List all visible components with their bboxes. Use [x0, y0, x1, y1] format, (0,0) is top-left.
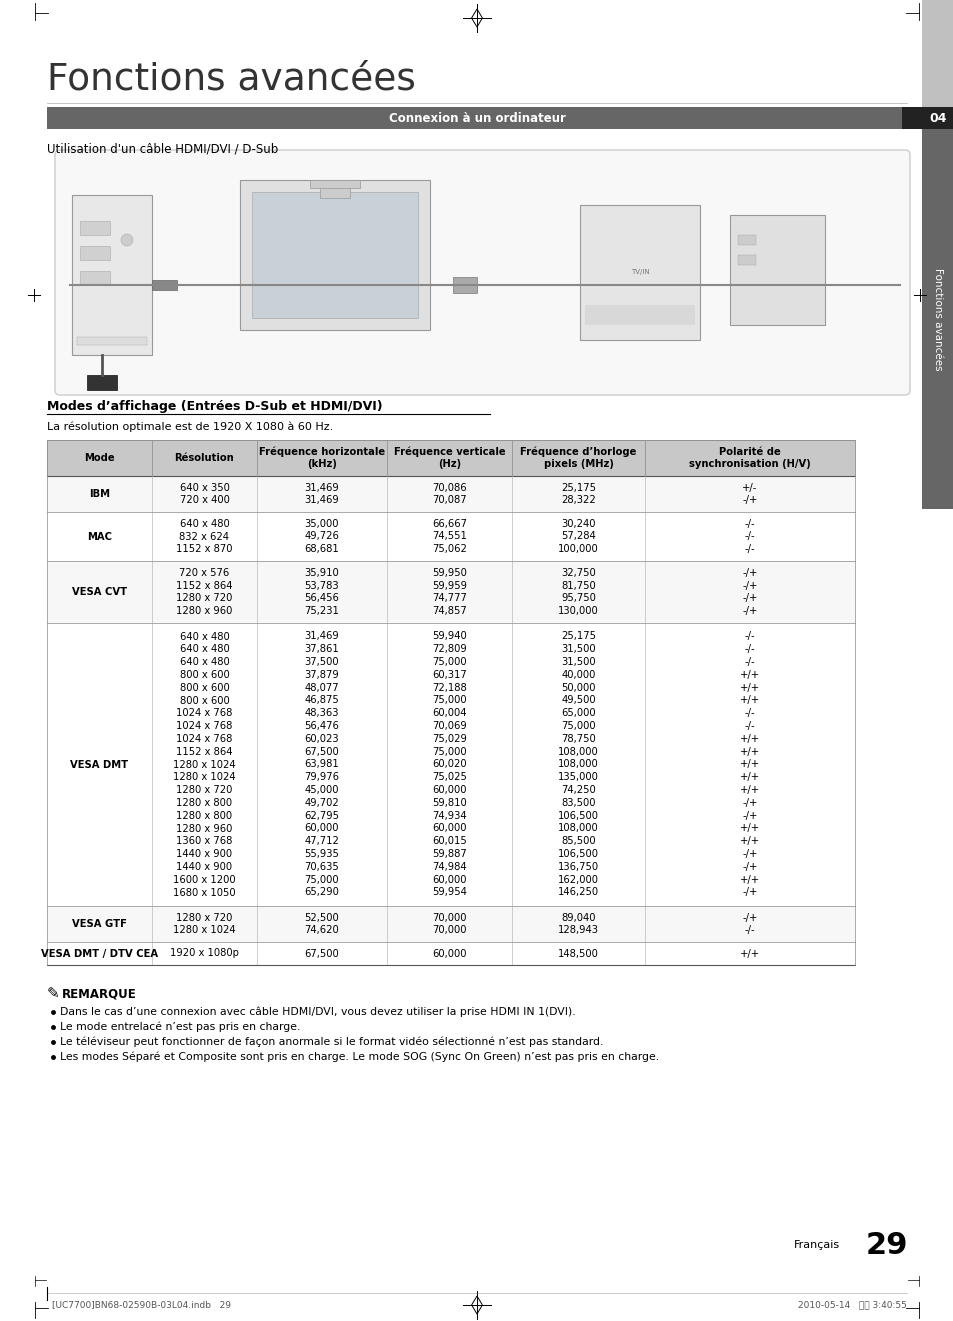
Text: 60,000: 60,000: [432, 948, 466, 959]
Text: Fonctions avancées: Fonctions avancées: [47, 62, 416, 98]
Text: 04: 04: [928, 111, 945, 124]
Text: Fréquence verticale
(Hz): Fréquence verticale (Hz): [394, 446, 505, 469]
Bar: [47, 513, 854, 561]
Bar: [80, 246, 110, 260]
Bar: [152, 280, 177, 291]
Text: 640 x 480
640 x 480
640 x 480
800 x 600
800 x 600
800 x 600
1024 x 768
1024 x 76: 640 x 480 640 x 480 640 x 480 800 x 600 …: [173, 631, 235, 897]
Text: La résolution optimale est de 1920 X 1080 à 60 Hz.: La résolution optimale est de 1920 X 108…: [47, 421, 333, 432]
Bar: [921, 107, 953, 129]
Text: VESA DMT: VESA DMT: [71, 760, 129, 770]
Text: Utilisation d'un câble HDMI/DVI / D-Sub: Utilisation d'un câble HDMI/DVI / D-Sub: [47, 141, 278, 155]
Bar: [453, 277, 476, 293]
Bar: [240, 180, 430, 330]
Bar: [901, 107, 921, 129]
Bar: [47, 440, 854, 476]
Text: 1920 x 1080p: 1920 x 1080p: [170, 948, 238, 959]
Bar: [47, 624, 854, 906]
Text: 25,175
28,322: 25,175 28,322: [560, 482, 596, 506]
Text: 59,950
59,959
74,777
74,857: 59,950 59,959 74,777 74,857: [432, 568, 467, 616]
Text: Fonctions avancées: Fonctions avancées: [932, 268, 942, 370]
Text: 52,500
74,620: 52,500 74,620: [304, 913, 339, 935]
Text: 59,940
72,809
75,000
60,317
72,188
75,000
60,004
70,069
75,029
75,000
60,020
75,: 59,940 72,809 75,000 60,317 72,188 75,00…: [432, 631, 466, 897]
Text: 148,500: 148,500: [558, 948, 598, 959]
Text: 31,469
31,469: 31,469 31,469: [304, 482, 339, 506]
Text: Modes d’affichage (Entrées D-Sub et HDMI/DVI): Modes d’affichage (Entrées D-Sub et HDMI…: [47, 400, 382, 413]
Text: Les modes Séparé et Composite sont pris en charge. Le mode SOG (Sync On Green) n: Les modes Séparé et Composite sont pris …: [60, 1052, 659, 1062]
Text: -/+
-/+
-/+
-/+: -/+ -/+ -/+ -/+: [741, 568, 757, 616]
Text: Mode: Mode: [84, 453, 114, 462]
Text: 67,500: 67,500: [304, 948, 339, 959]
Bar: [921, 129, 953, 509]
Text: -/-
-/-
-/-
+/+
+/+
+/+
-/-
-/-
+/+
+/+
+/+
+/+
+/+
-/+
-/+
+/+
+/+
-/+
-/+
+/+
: -/- -/- -/- +/+ +/+ +/+ -/- -/- +/+ +/+ …: [740, 631, 760, 897]
Text: Français: Français: [793, 1240, 840, 1250]
Bar: [579, 205, 700, 339]
Bar: [47, 942, 854, 966]
Bar: [77, 337, 147, 345]
Text: Fréquence horizontale
(kHz): Fréquence horizontale (kHz): [258, 446, 385, 469]
Bar: [921, 0, 953, 107]
Text: -/+
-/-: -/+ -/-: [741, 913, 757, 935]
Text: IBM: IBM: [89, 489, 110, 499]
Text: ✎: ✎: [47, 987, 60, 1001]
Text: Le mode entrelacé n’est pas pris en charge.: Le mode entrelacé n’est pas pris en char…: [60, 1021, 300, 1032]
Text: +/-
-/+: +/- -/+: [741, 482, 757, 506]
Text: 29: 29: [864, 1230, 907, 1259]
Text: VESA GTF: VESA GTF: [72, 919, 127, 929]
Text: 30,240
57,284
100,000: 30,240 57,284 100,000: [558, 519, 598, 555]
Text: 31,469
37,861
37,500
37,879
48,077
46,875
48,363
56,476
60,023
67,500
63,981
79,: 31,469 37,861 37,500 37,879 48,077 46,87…: [304, 631, 339, 897]
Bar: [80, 221, 110, 235]
Text: VESA CVT: VESA CVT: [71, 587, 127, 597]
Text: 1280 x 720
1280 x 1024: 1280 x 720 1280 x 1024: [173, 913, 235, 935]
Text: 35,910
53,783
56,456
75,231: 35,910 53,783 56,456 75,231: [304, 568, 339, 616]
Text: MAC: MAC: [87, 531, 112, 542]
Text: Fréquence d’horloge
pixels (MHz): Fréquence d’horloge pixels (MHz): [519, 446, 636, 469]
Bar: [738, 235, 755, 244]
Bar: [729, 215, 824, 325]
Text: +/+: +/+: [740, 948, 760, 959]
Bar: [47, 476, 854, 513]
Text: 66,667
74,551
75,062: 66,667 74,551 75,062: [432, 519, 467, 555]
Text: TV/IN: TV/IN: [630, 269, 649, 275]
Text: -/-
-/-
-/-: -/- -/- -/-: [744, 519, 755, 555]
Bar: [584, 305, 695, 325]
Bar: [47, 906, 854, 942]
Text: Dans le cas d’une connexion avec câble HDMI/DVI, vous devez utiliser la prise HD: Dans le cas d’une connexion avec câble H…: [60, 1007, 575, 1017]
Bar: [87, 375, 117, 390]
Bar: [252, 192, 417, 318]
Text: 25,175
31,500
31,500
40,000
50,000
49,500
65,000
75,000
78,750
108,000
108,000
1: 25,175 31,500 31,500 40,000 50,000 49,50…: [558, 631, 598, 897]
Bar: [310, 180, 359, 188]
Text: 2010-05-14   오후 3:40:55: 2010-05-14 오후 3:40:55: [798, 1300, 906, 1309]
Text: Connexion à un ordinateur: Connexion à un ordinateur: [388, 111, 565, 124]
Text: 70,000
70,000: 70,000 70,000: [432, 913, 466, 935]
Bar: [71, 196, 152, 355]
Text: 70,086
70,087: 70,086 70,087: [432, 482, 466, 506]
Text: 640 x 350
720 x 400: 640 x 350 720 x 400: [179, 482, 230, 506]
Bar: [738, 255, 755, 266]
Text: 35,000
49,726
68,681: 35,000 49,726 68,681: [304, 519, 339, 555]
Text: VESA DMT / DTV CEA: VESA DMT / DTV CEA: [41, 948, 158, 959]
Text: 640 x 480
832 x 624
1152 x 870: 640 x 480 832 x 624 1152 x 870: [176, 519, 233, 555]
Text: 720 x 576
1152 x 864
1280 x 720
1280 x 960: 720 x 576 1152 x 864 1280 x 720 1280 x 9…: [176, 568, 233, 616]
Text: 32,750
81,750
95,750
130,000: 32,750 81,750 95,750 130,000: [558, 568, 598, 616]
Bar: [80, 271, 110, 285]
Text: Le téléviseur peut fonctionner de façon anormale si le format vidéo sélectionné : Le téléviseur peut fonctionner de façon …: [60, 1037, 602, 1048]
Text: REMARQUE: REMARQUE: [62, 988, 136, 1000]
Text: Résolution: Résolution: [174, 453, 234, 462]
Bar: [47, 561, 854, 624]
Bar: [319, 180, 350, 198]
Circle shape: [121, 234, 132, 246]
FancyBboxPatch shape: [55, 151, 909, 395]
Text: [UC7700]BN68-02590B-03L04.indb   29: [UC7700]BN68-02590B-03L04.indb 29: [52, 1300, 231, 1309]
Text: Polarité de
synchronisation (H/V): Polarité de synchronisation (H/V): [688, 446, 810, 469]
Text: 89,040
128,943: 89,040 128,943: [558, 913, 598, 935]
Bar: [47, 107, 901, 129]
